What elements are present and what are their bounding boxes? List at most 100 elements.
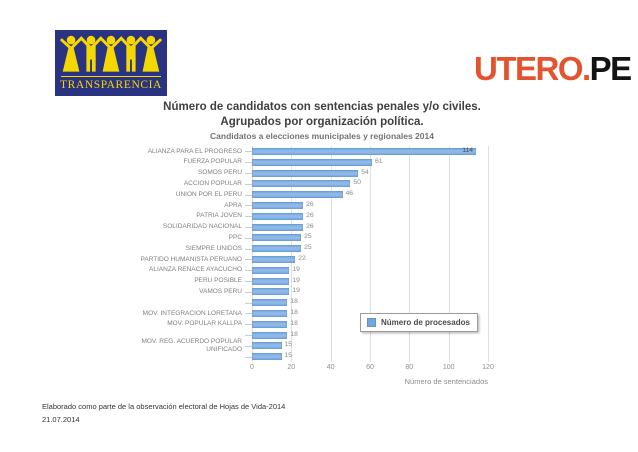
legend-swatch-icon (367, 318, 376, 327)
chart-row: FUERZA POPULAR (133, 157, 252, 168)
category-label: MOV. POPULAR KALLPA (167, 320, 242, 328)
chart-row (133, 297, 252, 308)
bar-track: 26 (252, 211, 488, 222)
category-tick-icon (244, 351, 252, 362)
category-label: FUERZA POPULAR (183, 158, 242, 166)
chart-row: 15 (252, 351, 488, 362)
x-tick-label: 60 (366, 364, 374, 371)
category-tick-icon (244, 211, 252, 222)
bar (252, 212, 304, 220)
category-label: PATRIA JOVEN (196, 212, 242, 220)
utero-logo-dot: . (582, 50, 591, 87)
bar (252, 331, 288, 339)
category-label: ACCION POPULAR (183, 179, 242, 187)
bar-value-label: 19 (292, 287, 300, 295)
category-label: MOV. REG. ACUERDO POPULAR UNIFICADO (141, 338, 242, 353)
bar-value-label: 15 (284, 352, 293, 360)
category-label: ALIANZA RENACE AYACUCHO (149, 266, 242, 274)
chart-row: 18 (252, 308, 488, 319)
x-tick-label: 100 (442, 364, 455, 371)
category-label: VAMOS PERU (199, 287, 242, 295)
chart-row: ALIANZA RENACE AYACUCHO (133, 265, 252, 276)
footer-line1: Elaborado como parte de la observación e… (42, 402, 286, 411)
bar-value-label: 61 (374, 157, 383, 165)
chart-row: 19 (252, 265, 488, 276)
bar-value-label: 114 (462, 147, 474, 154)
bar-track: 46 (252, 189, 488, 200)
bar-value-label: 18 (290, 319, 298, 327)
chart-row: 26 (252, 222, 488, 233)
utero-pe-logo: UTERO.PE (474, 48, 632, 90)
chart-row: MOV. POPULAR KALLPA (133, 319, 252, 330)
bar-value-label: 18 (290, 298, 298, 306)
chart-row: SOMOS PERU (133, 168, 252, 179)
chart-row: PPC (133, 232, 252, 243)
chart-row: MOV. REG. ACUERDO POPULAR UNIFICADO (133, 338, 252, 353)
bar-track: 114 (252, 146, 488, 157)
chart-row (133, 351, 252, 362)
bar-value-label: 26 (306, 211, 314, 219)
category-label: ALIANZA PARA EL PROGRESO (147, 147, 242, 155)
bar-track: 50 (252, 178, 488, 189)
bar-track: 19 (252, 286, 488, 297)
bar (252, 266, 290, 274)
bar (252, 342, 282, 350)
chart-row: ALIANZA PARA EL PROGRESO (133, 146, 252, 157)
x-tick-label: 0 (250, 364, 254, 371)
category-label: PPC (228, 233, 242, 241)
bar (252, 201, 304, 209)
plot-area: ALIANZA PARA EL PROGRESO FUERZA POPULAR SO… (133, 146, 511, 386)
bar (252, 148, 477, 155)
x-tick-label: 120 (482, 364, 494, 371)
chart-title-line1: Número de candidatos con sentencias pena… (163, 101, 481, 113)
bar-value-label: 19 (292, 276, 300, 284)
chart-row: 18 (252, 330, 488, 341)
chart-row: 25 (252, 232, 488, 243)
category-label: SOLIDARIDAD NACIONAL (162, 223, 242, 231)
category-label: PERU POSIBLE (194, 277, 242, 285)
bar-value-label: 54 (361, 168, 369, 176)
chart-row: PATRIA JOVEN (133, 211, 252, 222)
category-tick-icon (244, 157, 252, 168)
utero-logo-text: UTERO (474, 50, 584, 87)
chart-row: ACCION POPULAR (133, 178, 252, 189)
bar-track: 26 (252, 222, 488, 233)
bar-track: 25 (252, 243, 488, 254)
chart-row: 54 (252, 168, 488, 179)
bar-track: 26 (252, 200, 488, 211)
category-tick-icon (244, 340, 252, 351)
bar-chart: Número de candidatos con sentencias pena… (133, 100, 511, 386)
chart-row: 25 (252, 243, 488, 254)
bars-area: 114 61 54 50 46 26 26 26 (250, 146, 494, 386)
category-tick-icon (244, 286, 252, 297)
x-axis-title: Número de sentenciados (404, 377, 488, 386)
footer-line2: 21.07.2014 (42, 415, 80, 424)
bar (252, 277, 290, 285)
category-tick-icon (244, 308, 252, 319)
category-tick-icon (244, 276, 252, 287)
bar-track: 19 (252, 276, 488, 287)
bar-track: 18 (252, 297, 488, 308)
bar (252, 288, 290, 296)
chart-row: 61 (252, 157, 488, 168)
bar-track: 54 (252, 168, 488, 179)
bar (252, 255, 296, 263)
bar (252, 191, 343, 199)
bar-value-label: 22 (298, 254, 306, 262)
bar (252, 180, 351, 188)
people-figures-icon (60, 35, 162, 72)
category-tick-icon (244, 178, 252, 189)
bar-track: 19 (252, 265, 488, 276)
x-axis: 0 20 40 60 80 100 120 (250, 364, 494, 374)
category-tick-icon (244, 222, 252, 233)
category-tick-icon (244, 265, 252, 276)
gridlines (252, 146, 489, 362)
chart-row: SOLIDARIDAD NACIONAL (133, 222, 252, 233)
chart-row: UNION POR EL PERU (133, 189, 252, 200)
logo-divider (61, 76, 161, 77)
transparencia-logo: TRANSPARENCIA (55, 30, 167, 96)
gridline (409, 146, 411, 362)
gridline (488, 146, 489, 362)
bar (252, 320, 288, 328)
bar (252, 158, 372, 166)
